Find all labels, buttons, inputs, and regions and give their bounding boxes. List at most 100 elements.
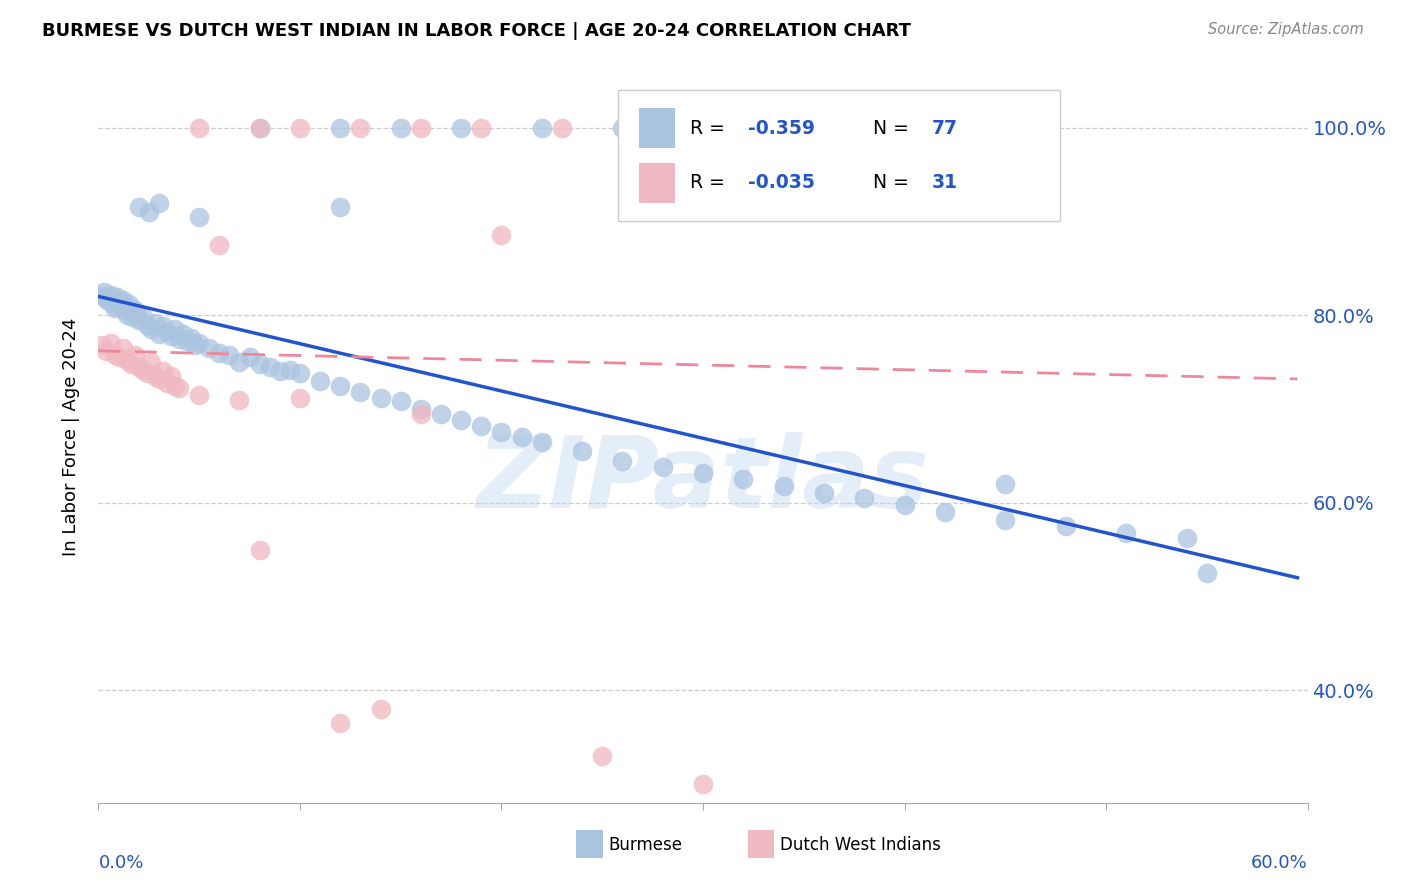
Point [107,351,129,365]
Point [172,326,194,341]
Point [470,418,492,433]
Text: Dutch West Indians: Dutch West Indians [780,836,941,855]
Point [278,362,301,376]
Point [121,310,143,324]
Point [329,378,352,392]
Point [1115,525,1137,540]
Point [103,347,125,361]
Text: 60.0%: 60.0% [1251,854,1308,872]
Point [249,542,271,557]
Point [914,120,936,135]
Point [450,413,472,427]
Point [115,353,138,368]
Point [132,362,155,376]
Point [571,444,593,458]
Point [239,351,262,365]
Point [160,328,183,343]
Point [100,287,122,301]
Point [631,120,654,135]
Point [510,430,533,444]
Point [152,364,174,378]
Point [184,338,207,352]
Text: ZIPatlas: ZIPatlas [477,433,929,530]
Point [167,332,190,346]
Point [651,460,673,475]
Point [152,319,174,334]
Point [711,120,734,135]
Point [994,477,1017,491]
Point [91,289,114,303]
Point [138,205,160,219]
Point [329,120,352,135]
Text: 77: 77 [932,119,957,137]
Point [124,347,146,361]
Point [208,237,231,252]
Text: -0.035: -0.035 [748,173,814,193]
Point [163,378,186,392]
Bar [748,830,775,858]
Point [1054,519,1077,533]
Text: Burmese: Burmese [609,836,683,855]
Point [160,369,183,384]
Point [692,777,714,791]
Point [143,316,166,330]
Point [91,338,114,352]
Point [551,120,574,135]
Point [101,297,124,311]
Point [692,466,714,480]
Point [259,359,281,374]
Point [188,120,211,135]
Point [111,341,134,355]
Point [409,407,432,421]
Text: R =: R = [690,173,731,193]
Point [1195,566,1218,580]
Point [409,401,432,416]
Point [430,407,453,421]
Point [115,308,138,322]
Text: R =: R = [690,119,731,137]
Text: Source: ZipAtlas.com: Source: ZipAtlas.com [1208,22,1364,37]
Point [288,367,311,381]
Point [188,388,211,402]
Point [103,301,125,315]
Point [97,294,120,309]
Point [100,336,122,351]
Point [370,702,392,716]
Point [96,291,118,305]
Text: 31: 31 [932,173,957,193]
Point [139,322,162,336]
Point [409,120,432,135]
Point [111,293,134,308]
Point [188,336,211,351]
Point [105,290,128,304]
Point [156,376,179,390]
Point [853,491,876,505]
Text: BURMESE VS DUTCH WEST INDIAN IN LABOR FORCE | AGE 20-24 CORRELATION CHART: BURMESE VS DUTCH WEST INDIAN IN LABOR FO… [42,22,911,40]
Y-axis label: In Labor Force | Age 20-24: In Labor Force | Age 20-24 [62,318,80,557]
Point [128,200,150,214]
Point [148,195,170,210]
Point [934,505,956,519]
Point [107,295,129,310]
Point [370,391,392,405]
Text: N =: N = [873,119,915,137]
Point [530,120,553,135]
Point [132,310,155,324]
Point [389,394,412,409]
Point [450,120,472,135]
Point [143,369,166,384]
Point [198,341,221,355]
Point [120,357,142,371]
Point [329,716,352,731]
Point [218,347,240,361]
Point [148,326,170,341]
Point [612,453,634,467]
Point [163,322,186,336]
Point [349,385,371,400]
Bar [576,830,603,858]
FancyBboxPatch shape [619,89,1060,221]
Point [813,120,835,135]
Point [612,120,634,135]
Point [389,120,412,135]
Text: 0.0%: 0.0% [98,854,143,872]
